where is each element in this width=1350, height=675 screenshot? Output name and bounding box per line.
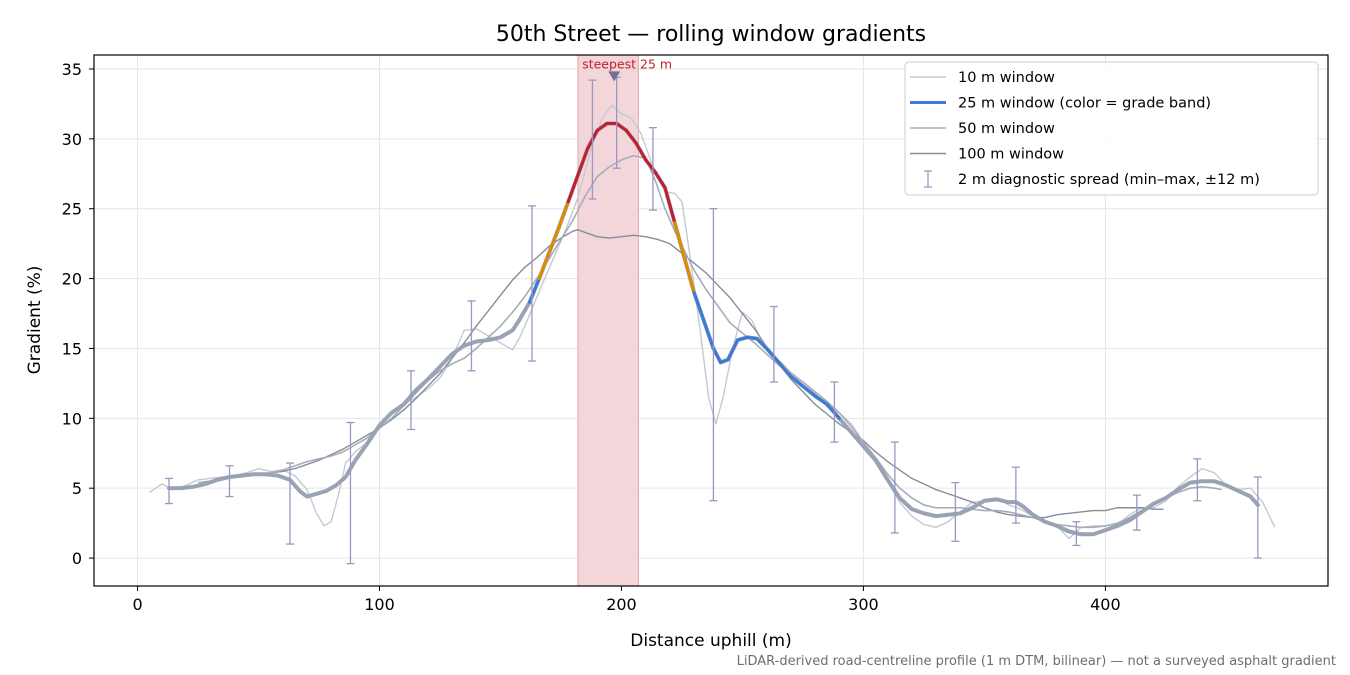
series-25m-segment (663, 186, 677, 225)
y-tick-label: 25 (62, 200, 82, 219)
error-bar (709, 208, 718, 502)
series-25m-segment (557, 200, 570, 230)
legend-label: 10 m window (958, 70, 1055, 86)
error-bar (951, 481, 960, 542)
error-bar (527, 205, 536, 362)
series-25m-segment (825, 402, 841, 420)
axes: 0 100 200 300 400 0 5 10 15 20 25 30 35 (62, 60, 1121, 614)
series-25m-segment (653, 170, 667, 190)
y-tick-label: 0 (72, 549, 82, 568)
legend-label: 50 m window (958, 121, 1055, 137)
annotation-group: steepest 25 m (582, 56, 672, 82)
series-25m-segment (702, 319, 715, 350)
error-bar (1253, 476, 1262, 559)
series-25m-segment (801, 384, 817, 398)
series-25m-segment (624, 128, 638, 145)
error-bar (1072, 521, 1081, 547)
error-bar (165, 477, 174, 505)
error-bar (225, 465, 234, 498)
series-25m-segment (692, 291, 706, 322)
series-25m-segment (745, 335, 759, 341)
series-25m-segment (736, 335, 749, 342)
error-bar (285, 462, 294, 545)
y-axis-label: Gradient (%) (25, 266, 45, 375)
error-bar (406, 370, 415, 431)
series-25m-segment (789, 374, 805, 388)
steepest-marker (608, 71, 621, 82)
x-tick-label: 0 (132, 595, 142, 614)
error-bar (1132, 494, 1141, 531)
legend-label: 25 m window (color = grade band) (958, 96, 1211, 112)
series-25m-segment (615, 121, 628, 132)
error-bar (1011, 466, 1020, 524)
legend-box (904, 61, 1319, 196)
series-line-3 (258, 228, 1164, 519)
error-bar (648, 127, 657, 211)
x-tick-label: 200 (606, 595, 637, 614)
x-tick-label: 300 (848, 595, 879, 614)
series-25m-segment (566, 173, 580, 204)
error-bar (1193, 458, 1202, 502)
series-25m-segment (726, 338, 740, 362)
series-25m-segment (682, 256, 696, 295)
series-25m-segment (813, 394, 829, 406)
error-bar (588, 79, 597, 200)
series-25m-segment (644, 158, 657, 174)
y-tick-label: 15 (62, 339, 82, 358)
series-25m-segment (777, 360, 793, 378)
y-tick-label: 10 (62, 409, 82, 428)
steepest-25m-highlight (577, 54, 639, 587)
error-bar (890, 441, 899, 534)
legend-label: 2 m diagnostic spread (min–max, ±12 m) (958, 172, 1260, 188)
x-tick-label: 100 (364, 595, 395, 614)
series-25m-segment (765, 346, 781, 364)
series-25m-segment (528, 277, 541, 304)
y-tick-label: 35 (62, 60, 82, 79)
y-tick-label: 5 (72, 479, 82, 498)
error-bar (346, 421, 355, 565)
x-axis-label: Distance uphill (m) (630, 631, 791, 651)
series-25m-segment (711, 346, 723, 364)
series-25m-segment (595, 121, 609, 132)
series-25m-segment (537, 251, 551, 281)
series-25m-segment (673, 221, 686, 260)
chart-title: 50th Street — rolling window gradients (496, 22, 926, 47)
error-bars (165, 76, 1262, 565)
y-tick-label: 30 (62, 130, 82, 149)
steepest-annotation: steepest 25 m (582, 56, 672, 71)
series-25m-segment (576, 147, 590, 177)
error-bar (830, 381, 839, 443)
legend: 10 m window 25 m window (color = grade ba… (904, 61, 1319, 196)
x-tick-label: 400 (1090, 595, 1121, 614)
series-25m-segment (547, 226, 561, 255)
legend-label: 100 m window (958, 147, 1064, 163)
y-tick-label: 20 (62, 270, 82, 289)
plot-frame (93, 54, 1329, 587)
steepest-band (577, 54, 639, 587)
footnote: LiDAR-derived road-centreline profile (1… (737, 654, 1336, 669)
error-bar (769, 305, 778, 383)
error-bar (467, 300, 476, 372)
series-25m-segment (634, 141, 648, 162)
series-25m-segment (755, 337, 769, 350)
